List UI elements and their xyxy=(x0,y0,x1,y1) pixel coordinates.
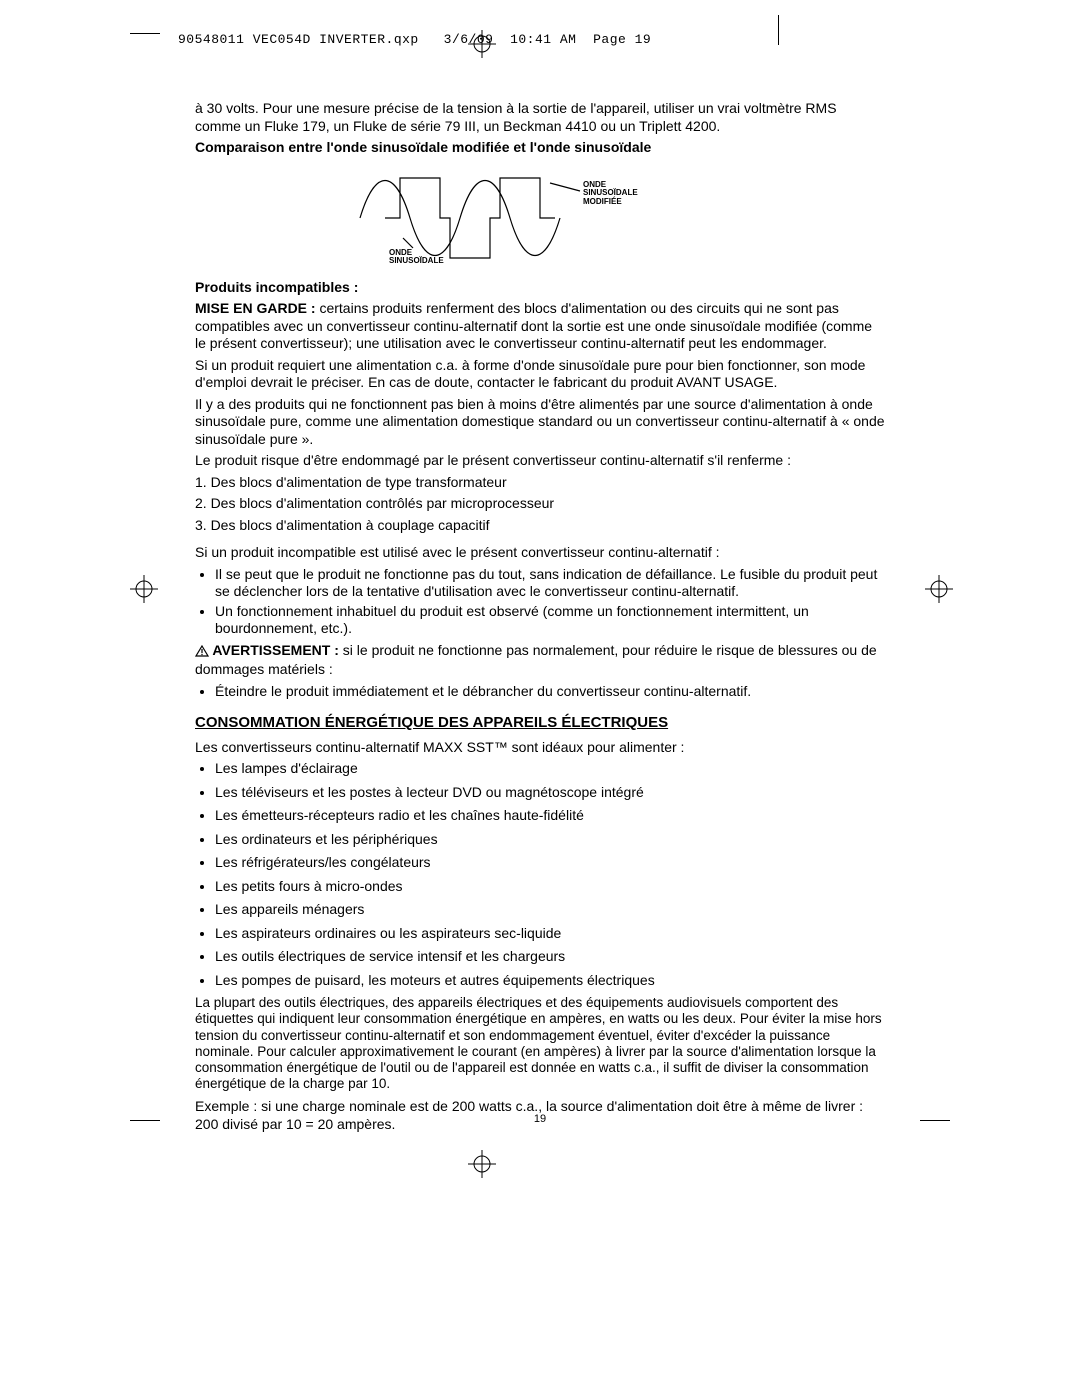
section-consommation: CONSOMMATION ÉNERGÉTIQUE DES APPAREILS É… xyxy=(195,714,885,733)
incompat-item: Il se peut que le produit ne fonctionne … xyxy=(215,566,885,601)
ideal-item: Les lampes d'éclairage xyxy=(215,760,885,778)
crop-tick xyxy=(130,33,160,34)
filename-text: 90548011 VEC054D INVERTER.qxp xyxy=(178,32,419,47)
warning-icon xyxy=(195,644,209,662)
ideal-item: Les aspirateurs ordinaires ou les aspira… xyxy=(215,925,885,943)
label-sine: ONDESINUSOÏDALE xyxy=(389,249,444,267)
incompat-item: Un fonctionnement inhabituel du produit … xyxy=(215,603,885,638)
content-area: à 30 volts. Pour une mesure précise de l… xyxy=(195,100,885,1137)
waveform-diagram: ONDESINUSOÏDALE ONDESINUSOÏDALEMODIFIÉE xyxy=(345,163,745,273)
mise-en-garde-paragraph: MISE EN GARDE : certains produits renfer… xyxy=(195,300,885,353)
numbered-2: 2. Des blocs d'alimentation contrôlés pa… xyxy=(195,495,885,513)
reg-mark-bottom-icon xyxy=(468,1150,496,1178)
time-text: 10:41 AM xyxy=(510,32,576,47)
para-requires-sine: Si un produit requiert une alimentation … xyxy=(195,357,885,392)
ideal-item: Les petits fours à micro-ondes xyxy=(215,878,885,896)
page: 90548011 VEC054D INVERTER.qxp 3/6/09 10:… xyxy=(0,0,1080,1397)
ideal-item: Les téléviseurs et les postes à lecteur … xyxy=(215,784,885,802)
avertissement-paragraph: AVERTISSEMENT : si le produit ne fonctio… xyxy=(195,642,885,679)
ideal-item: Les appareils ménagers xyxy=(215,901,885,919)
intro-paragraph: à 30 volts. Pour une mesure précise de l… xyxy=(195,100,885,135)
reg-mark-right-icon xyxy=(925,575,953,603)
reg-mark-top-icon xyxy=(468,30,496,58)
numbered-1: 1. Des blocs d'alimentation de type tran… xyxy=(195,474,885,492)
numbered-3: 3. Des blocs d'alimentation à couplage c… xyxy=(195,517,885,535)
avert-item: Éteindre le produit immédiatement et le … xyxy=(215,683,885,701)
ideal-item: Les émetteurs-récepteurs radio et les ch… xyxy=(215,807,885,825)
page-number: 19 xyxy=(0,1113,1080,1127)
heading-incompatible: Produits incompatibles : xyxy=(195,279,885,297)
print-header: 90548011 VEC054D INVERTER.qxp 3/6/09 10:… xyxy=(178,32,651,48)
pagelabel-text: Page 19 xyxy=(593,32,651,47)
incompat-list: Il se peut que le produit ne fonctionne … xyxy=(195,566,885,638)
ideal-item: Les réfrigérateurs/les congélateurs xyxy=(215,854,885,872)
label-modified: ONDESINUSOÏDALEMODIFIÉE xyxy=(583,181,638,207)
para-plupart: La plupart des outils électriques, des a… xyxy=(195,995,885,1092)
crop-tick xyxy=(778,15,779,45)
ideal-item: Les ordinateurs et les périphériques xyxy=(215,831,885,849)
avertissement-label: AVERTISSEMENT : xyxy=(209,642,339,658)
heading-comparison: Comparaison entre l'onde sinusoïdale mod… xyxy=(195,139,885,157)
mise-en-garde-label: MISE EN GARDE : xyxy=(195,300,316,316)
ideal-item: Les pompes de puisard, les moteurs et au… xyxy=(215,972,885,990)
para-risque: Le produit risque d'être endommagé par l… xyxy=(195,452,885,470)
ideal-list: Les lampes d'éclairage Les téléviseurs e… xyxy=(195,760,885,989)
avert-list: Éteindre le produit immédiatement et le … xyxy=(195,683,885,701)
para-produits-bad: Il y a des produits qui ne fonctionnent … xyxy=(195,396,885,449)
ideal-item: Les outils électriques de service intens… xyxy=(215,948,885,966)
para-si-incompatible: Si un produit incompatible est utilisé a… xyxy=(195,544,885,562)
reg-mark-left-icon xyxy=(130,575,158,603)
para-ideaux: Les convertisseurs continu-alternatif MA… xyxy=(195,739,885,757)
